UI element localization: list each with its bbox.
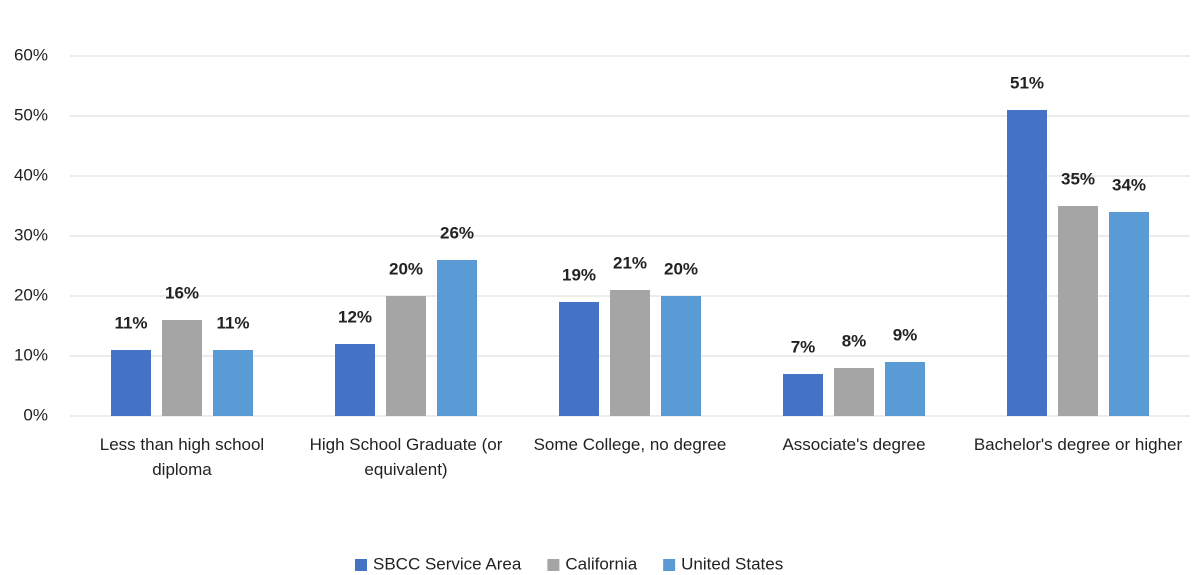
bar: [885, 362, 925, 416]
data-label: 19%: [562, 265, 596, 284]
data-label: 11%: [216, 313, 249, 332]
data-label: 51%: [1010, 73, 1044, 92]
data-label: 7%: [791, 337, 816, 356]
bar: [559, 302, 599, 416]
y-tick-label: 20%: [14, 285, 48, 304]
legend-swatch: [547, 559, 560, 571]
x-tick-label: High School Graduate (or equivalent): [309, 435, 503, 479]
bar: [1007, 110, 1047, 416]
data-label: 26%: [440, 223, 474, 242]
legend-swatch: [663, 559, 676, 571]
legend-label: SBCC Service Area: [373, 554, 522, 573]
data-label: 12%: [338, 307, 372, 326]
data-label: 11%: [114, 313, 147, 332]
bar: [162, 320, 202, 416]
bar: [213, 350, 253, 416]
legend-label: California: [565, 554, 637, 573]
bar: [783, 374, 823, 416]
bar: [1058, 206, 1098, 416]
data-label: 34%: [1112, 175, 1146, 194]
data-label: 20%: [664, 259, 698, 278]
data-label: 8%: [842, 331, 867, 350]
bar: [834, 368, 874, 416]
bar: [610, 290, 650, 416]
x-tick-label: Some College, no degree: [533, 435, 727, 454]
bar: [661, 296, 701, 416]
y-tick-label: 0%: [23, 405, 48, 424]
y-tick-label: 50%: [14, 105, 48, 124]
x-tick-label: Bachelor's degree or higher: [973, 435, 1183, 454]
x-tick-label: Less than high school diploma: [99, 435, 265, 479]
x-tick-label: Associate's degree: [782, 435, 926, 454]
y-tick-label: 40%: [14, 165, 48, 184]
bar: [335, 344, 375, 416]
bar: [386, 296, 426, 416]
y-tick-label: 10%: [14, 345, 48, 364]
legend-label: United States: [681, 554, 783, 573]
data-label: 21%: [613, 253, 647, 272]
data-label: 20%: [389, 259, 423, 278]
bar: [1109, 212, 1149, 416]
bar: [437, 260, 477, 416]
data-label: 35%: [1061, 169, 1095, 188]
legend-swatch: [355, 559, 367, 571]
y-tick-label: 30%: [14, 225, 48, 244]
bar: [111, 350, 151, 416]
y-tick-label: 60%: [14, 45, 48, 64]
data-label: 9%: [893, 325, 918, 344]
data-label: 16%: [165, 283, 199, 302]
